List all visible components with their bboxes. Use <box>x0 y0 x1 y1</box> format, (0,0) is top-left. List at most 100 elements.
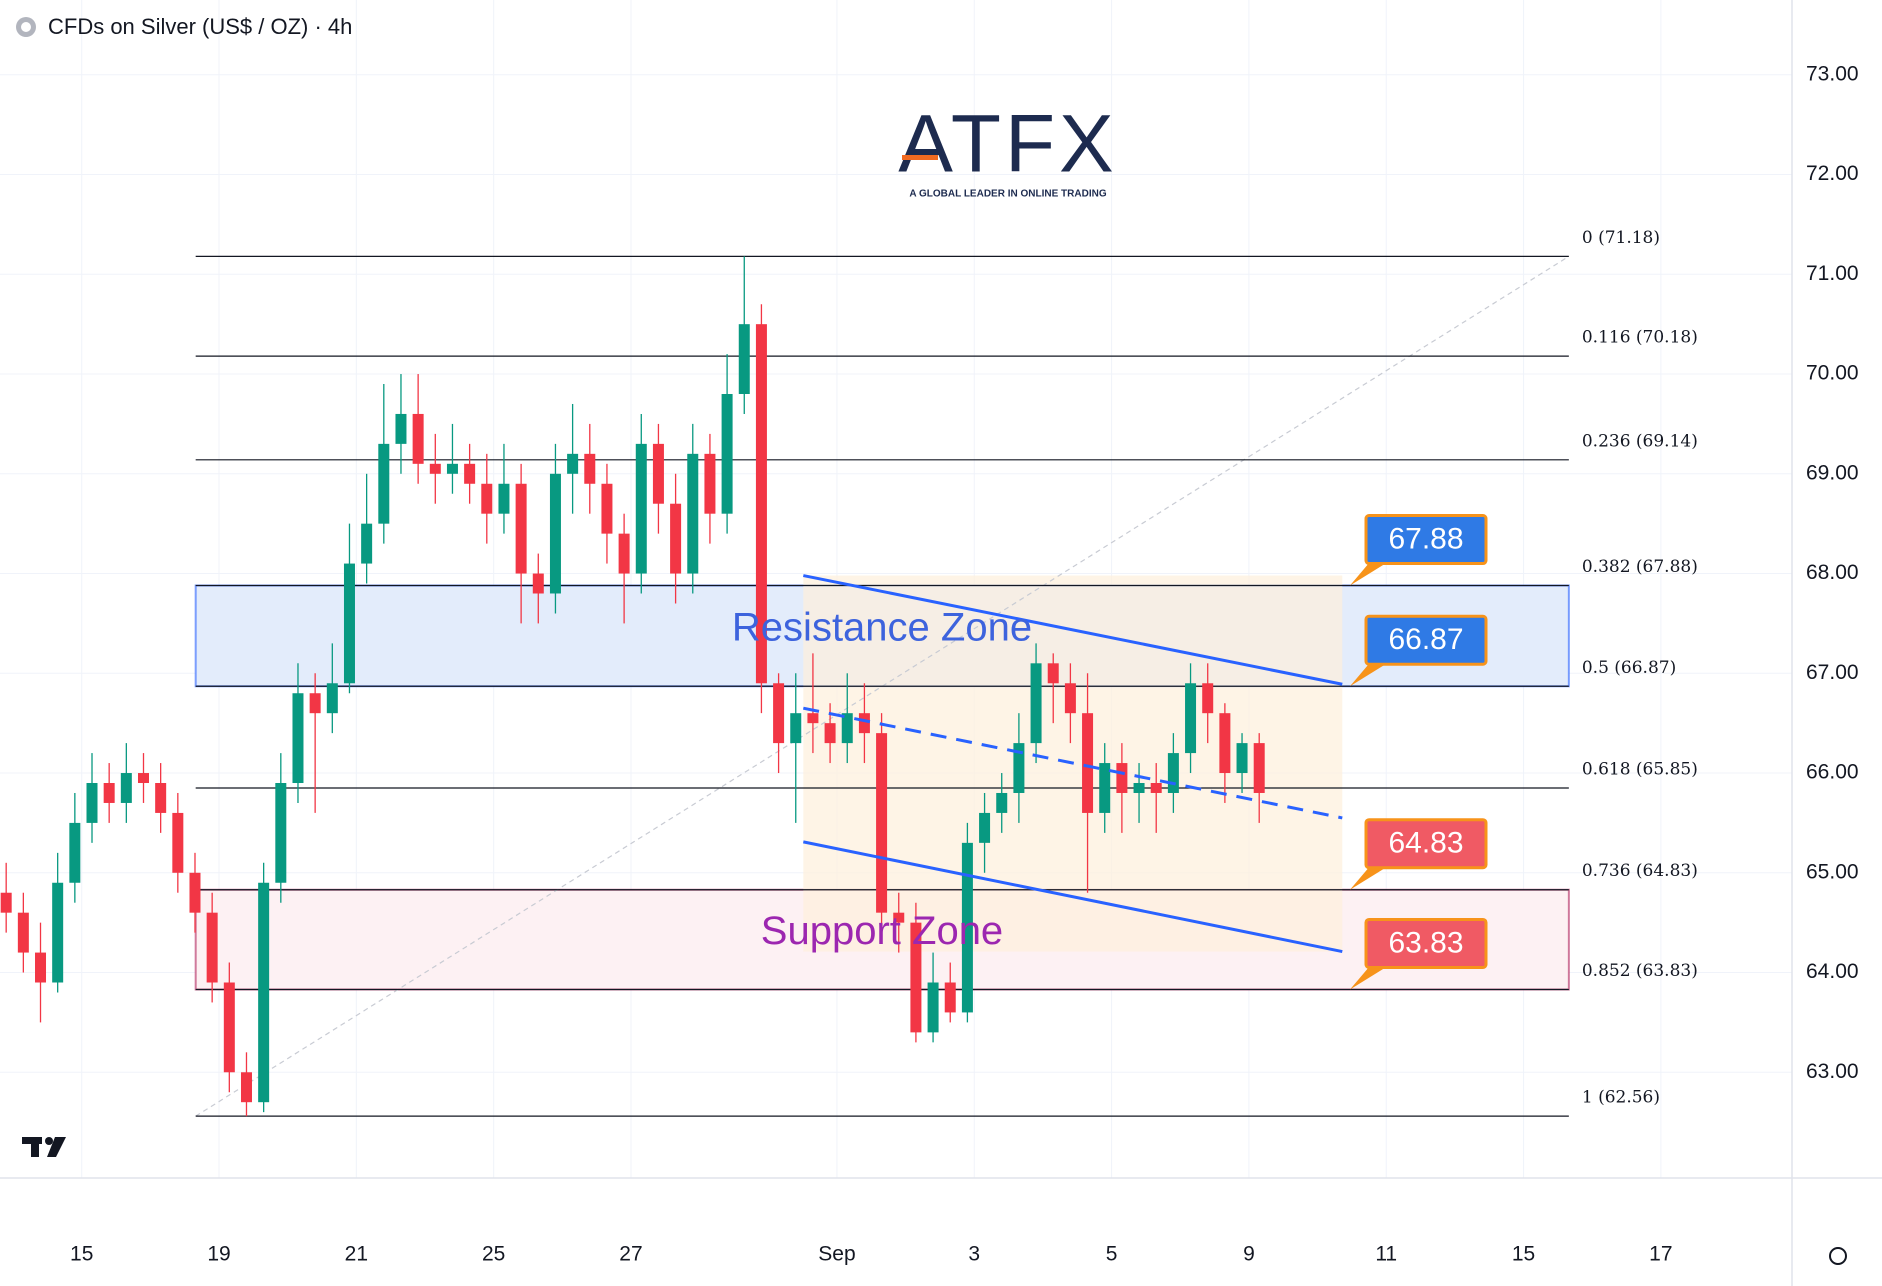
candle-body <box>549 473 561 594</box>
candle-body <box>704 453 716 514</box>
tv-logo-part <box>45 1137 53 1145</box>
callout-label: 63.83 <box>1388 926 1463 959</box>
watermark-name: ATFX <box>898 99 1117 190</box>
candle-body <box>979 812 991 843</box>
candle-body <box>137 773 149 784</box>
candle-body <box>670 503 682 574</box>
x-tick-label: 15 <box>1512 1243 1535 1266</box>
candle-body <box>172 812 184 873</box>
candle-body <box>807 713 819 724</box>
settings-button[interactable] <box>1829 1247 1847 1265</box>
candle-body <box>292 693 304 784</box>
candle-body <box>773 683 785 744</box>
callout-pointer <box>1350 660 1392 687</box>
channel-lower <box>803 840 1343 954</box>
callout-box <box>1364 514 1488 566</box>
fib-level-label: 0.852 (63.83) <box>1582 961 1698 981</box>
x-tick-label: 27 <box>619 1243 642 1266</box>
y-tick-label: 67.00 <box>1806 661 1859 684</box>
candle-body <box>35 952 47 983</box>
candle-body <box>412 413 424 464</box>
candle-body <box>515 483 527 574</box>
callout-label: 64.83 <box>1388 827 1463 860</box>
candle-body <box>532 573 544 594</box>
y-tick-label: 71.00 <box>1806 262 1859 285</box>
candle-body <box>481 483 493 514</box>
candle-body <box>1133 783 1145 793</box>
fib-level-label: 0.736 (64.83) <box>1582 861 1698 881</box>
tv-logo <box>22 1137 66 1157</box>
channel-middle <box>803 706 1343 820</box>
candle-body <box>1082 713 1094 813</box>
tv-logo-part <box>31 1137 39 1157</box>
fib-level-label: 0.5 (66.87) <box>1582 658 1676 678</box>
callout-pointer <box>1350 863 1392 890</box>
fib-level-label: 0 (71.18) <box>1582 228 1660 248</box>
candle-body <box>240 1072 252 1103</box>
candle-body <box>738 324 750 394</box>
tv-logo-part <box>47 1137 66 1157</box>
candle-body <box>858 713 870 734</box>
x-tick-label: Sep <box>818 1243 855 1266</box>
x-tick-label: 19 <box>207 1243 230 1266</box>
candle-body <box>635 443 647 574</box>
candle-body <box>1116 763 1128 793</box>
candle-body <box>824 723 836 744</box>
candle-body <box>258 882 270 1103</box>
y-tick-label: 65.00 <box>1806 860 1859 883</box>
y-tick-label: 66.00 <box>1806 761 1859 784</box>
candle-body <box>155 783 167 813</box>
candle-body <box>1202 683 1214 714</box>
candle-body <box>343 563 355 684</box>
candle-body <box>841 713 853 744</box>
chart-title: CFDs on Silver (US$ / OZ) · 4h <box>48 14 352 39</box>
candle-body <box>326 683 338 714</box>
candle-body <box>790 713 802 744</box>
candle-body <box>464 463 476 484</box>
x-tick-label: 17 <box>1649 1243 1672 1266</box>
candle-body <box>1167 753 1179 793</box>
candle-body <box>567 453 579 474</box>
candle-body <box>755 324 767 684</box>
fib-level-label: 0.618 (65.85) <box>1582 759 1698 779</box>
candle-body <box>584 453 596 484</box>
candle-body <box>652 443 664 504</box>
x-tick-label: 5 <box>1106 1243 1118 1266</box>
watermark-accent <box>902 155 938 160</box>
fib-level-label: 0.116 (70.18) <box>1582 328 1698 348</box>
y-tick-label: 70.00 <box>1806 362 1859 385</box>
x-tick-label: 15 <box>70 1243 93 1266</box>
fib-level-label: 1 (62.56) <box>1582 1088 1660 1108</box>
watermark-tagline: A GLOBAL LEADER IN ONLINE TRADING <box>909 189 1106 200</box>
candle-body <box>429 463 441 474</box>
candle-body <box>876 733 888 913</box>
candle-body <box>1013 743 1025 793</box>
candle-body <box>1219 713 1231 774</box>
candle-body <box>206 912 218 983</box>
candle-body <box>1064 683 1076 714</box>
y-tick-label: 68.00 <box>1806 561 1859 584</box>
candle-body <box>86 783 98 823</box>
candle-body <box>961 842 973 1013</box>
callout-label: 66.87 <box>1388 623 1463 656</box>
y-tick-label: 64.00 <box>1806 960 1859 983</box>
candle-body <box>1236 743 1248 774</box>
candle-body <box>275 783 287 883</box>
candle-body <box>69 822 81 883</box>
candle-body <box>223 982 235 1073</box>
candle-body <box>996 792 1008 813</box>
candle-body <box>361 523 373 564</box>
x-tick-label: 9 <box>1243 1243 1255 1266</box>
candle-body <box>944 982 956 1013</box>
callout-box <box>1364 818 1488 870</box>
x-tick-label: 21 <box>345 1243 368 1266</box>
x-tick-label: 3 <box>968 1243 980 1266</box>
y-tick-label: 73.00 <box>1806 62 1859 85</box>
x-tick-label: 25 <box>482 1243 505 1266</box>
candle-body <box>103 783 115 803</box>
candle-body <box>910 922 922 1033</box>
x-tick-label: 11 <box>1375 1243 1397 1266</box>
channel-upper <box>803 574 1343 686</box>
candle-body <box>1185 683 1197 754</box>
